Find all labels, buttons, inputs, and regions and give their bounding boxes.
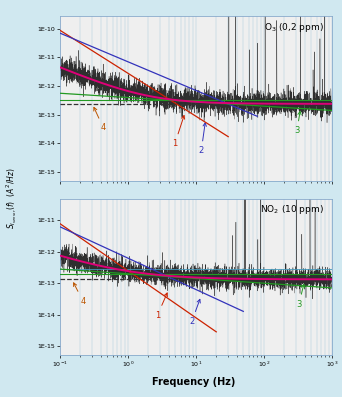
- Text: $S_{I_{sensor}}(f)$  $(A^2/Hz)$: $S_{I_{sensor}}(f)$ $(A^2/Hz)$: [4, 168, 19, 229]
- Text: 1: 1: [155, 293, 167, 320]
- Text: 2: 2: [189, 299, 200, 326]
- Text: 3: 3: [294, 112, 301, 135]
- Text: Frequency (Hz): Frequency (Hz): [152, 377, 235, 387]
- Text: 3: 3: [296, 284, 305, 309]
- Text: 4: 4: [74, 283, 86, 306]
- Text: 1: 1: [172, 116, 185, 148]
- Text: 4: 4: [94, 107, 106, 133]
- Text: 2: 2: [199, 123, 206, 155]
- Text: O$_3$ (0,2 ppm): O$_3$ (0,2 ppm): [264, 21, 324, 34]
- Text: NO$_2$ (10 ppm): NO$_2$ (10 ppm): [260, 203, 324, 216]
